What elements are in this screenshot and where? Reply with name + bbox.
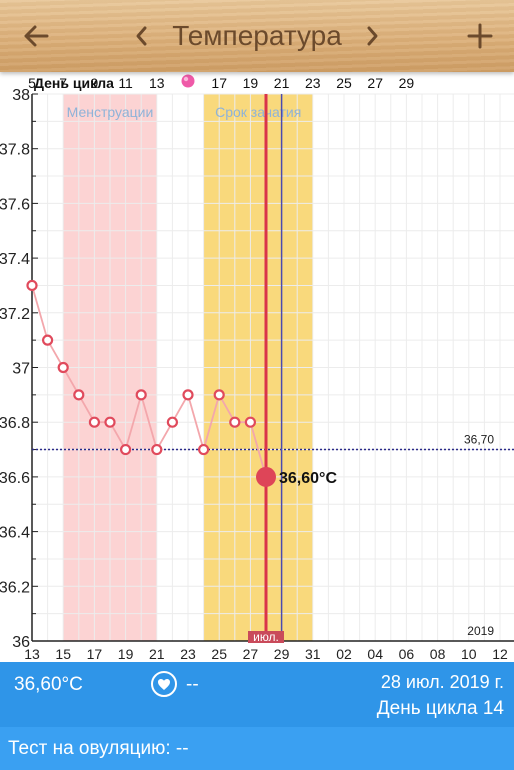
bottom-tick-label: 27 [243,646,259,662]
top-tick-label: 27 [367,75,383,91]
temperature-chart-svg[interactable]: Менструации Срок зачатия 38 37.8 37.6 37.4 37.… [0,72,514,662]
bottom-tick-label: 02 [336,646,352,662]
data-point [166,416,178,428]
bottom-tick-label: 17 [87,646,103,662]
temperature-chart[interactable]: Менструации Срок зачатия 38 37.8 37.6 37.4 37.… [0,72,514,662]
bottom-tick-label: 10 [461,646,477,662]
bottom-tick-label: 29 [274,646,290,662]
top-tick-label: 23 [305,75,321,91]
y-tick-label: 37.6 [0,196,30,213]
selected-date: 28 июл. 2019 г. [380,672,504,692]
back-button[interactable] [8,0,64,72]
ovulation-test-label: Тест на овуляцию: -- [8,738,189,759]
bottom-tick-label: 31 [305,646,321,662]
top-tick-label: 5 [28,75,36,91]
data-point [41,334,54,346]
app-header: Температура [0,0,514,72]
selected-data-point [256,466,276,487]
data-point [26,279,38,292]
selected-temperature: 36,60°C [14,674,83,695]
next-cycle-button[interactable] [354,0,390,72]
bottom-tick-label: 04 [367,646,383,662]
chevron-left-icon [136,26,147,46]
y-tick-label: 38 [12,87,30,104]
bottom-tick-label: 12 [492,646,508,662]
data-point [229,416,241,428]
year-label: 2019 [467,624,494,638]
baseline-label: 36,70 [464,433,494,447]
data-point [57,361,69,374]
y-tick-label: 37 [12,361,30,378]
selected-value-label: 36,60°C [279,470,337,487]
bottom-tick-label: 19 [118,646,134,662]
data-point [213,389,225,401]
previous-cycle-button[interactable] [124,0,160,72]
chevron-right-icon [367,26,378,46]
wood-texture [0,0,514,72]
top-tick-label: 17 [211,75,227,91]
top-tick-label: 11 [118,75,133,91]
y-tick-label: 36.8 [0,415,30,432]
bottom-tick-label: 15 [55,646,71,662]
y-tick-label: 37.8 [0,142,30,159]
bottom-tick-label: 13 [24,646,40,662]
month-label: июл. [253,630,279,644]
data-point [135,389,147,401]
phase-band-label: Срок зачатия [215,104,301,120]
ovulation-marker-highlight [183,76,189,82]
top-tick-label: 13 [149,75,165,91]
y-tick-label: 36.2 [0,579,30,596]
bottom-tick-label: 08 [430,646,446,662]
bottom-tick-label: 25 [211,646,227,662]
bottom-tick-label: 21 [149,646,165,662]
data-point [88,416,101,428]
top-tick-label: 9 [91,75,99,91]
cycle-axis-label: День цикла [34,75,114,91]
ovulation-test-row[interactable]: Тест на овуляцию: -- [0,727,514,770]
phase-band-label: Менструации [67,104,154,120]
arrow-left-icon [24,25,49,47]
temperature-line [31,285,267,478]
bottom-tick-label: 06 [399,646,415,662]
plus-icon [467,23,493,49]
bottom-tick-label: 23 [180,646,196,662]
data-point [151,443,163,456]
y-tick-label: 36.4 [0,525,30,542]
top-tick-label: 19 [243,75,259,91]
data-point [182,389,194,401]
add-entry-button[interactable] [452,0,508,72]
month-label-background [248,631,284,643]
top-tick-label: 29 [399,75,415,91]
day-details-panel[interactable]: 36,60°C -- 28 июл. 2019 г. День цикла 14 [0,662,514,727]
data-point [198,443,210,456]
top-tick-label: 7 [59,75,67,91]
top-tick-label: 25 [336,75,352,91]
cycle-day: День цикла 14 [376,698,504,719]
data-point [244,416,256,428]
data-point [119,443,132,456]
y-tick-label: 36.6 [0,470,30,487]
intercourse-value: -- [186,674,199,695]
data-point [104,416,116,428]
y-tick-label: 37.2 [0,306,30,323]
top-tick-label: 21 [274,75,290,91]
data-point [73,389,85,401]
ovulation-marker-icon [181,74,195,88]
y-tick-label: 36 [12,634,30,651]
page-title: Температура [172,20,342,51]
y-tick-label: 37.4 [0,251,30,268]
heart-circle-icon[interactable] [150,670,178,698]
